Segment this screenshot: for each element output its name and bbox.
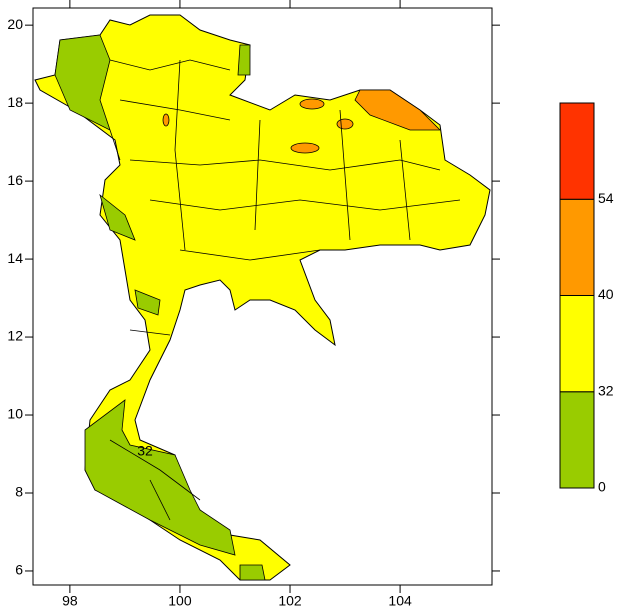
y-tick-label: 6 — [15, 562, 23, 578]
y-tick-label: 14 — [7, 250, 23, 266]
y-tick-label: 20 — [7, 16, 23, 32]
y-tick-label: 10 — [7, 406, 23, 422]
orange-patch — [299, 98, 325, 110]
colorbar-label: 40 — [598, 286, 614, 302]
green-patch — [237, 44, 251, 76]
country-yellow — [34, 14, 491, 581]
province-lines — [109, 59, 461, 521]
orange-patch — [162, 113, 170, 127]
plot-frame — [32, 7, 493, 586]
x-tick-label: 104 — [388, 593, 412, 609]
colorbar-label: 0 — [598, 479, 606, 495]
x-tick-label: 102 — [278, 593, 302, 609]
colorbar-label: 32 — [598, 382, 614, 398]
orange-patch — [290, 142, 320, 154]
colorbar-segment — [559, 102, 595, 200]
green-west — [54, 34, 121, 161]
y-tick-label: 18 — [7, 94, 23, 110]
colorbar-label: 54 — [598, 190, 614, 206]
colorbar-segment — [559, 198, 595, 296]
y-tick-label: 8 — [15, 484, 23, 500]
colorbar-segment — [559, 295, 595, 393]
y-tick-label: 12 — [7, 328, 23, 344]
y-tick-label: 16 — [7, 172, 23, 188]
x-tick-label: 100 — [168, 593, 192, 609]
green-patch — [134, 289, 161, 316]
x-tick-label: 98 — [62, 593, 78, 609]
green-patch — [239, 564, 266, 581]
green-south — [84, 399, 236, 556]
map — [34, 14, 491, 581]
orange-area — [354, 89, 441, 131]
contour-label: 32 — [137, 443, 153, 459]
orange-patch — [336, 118, 354, 130]
green-patch — [99, 193, 136, 241]
colorbar-segment — [559, 391, 595, 489]
